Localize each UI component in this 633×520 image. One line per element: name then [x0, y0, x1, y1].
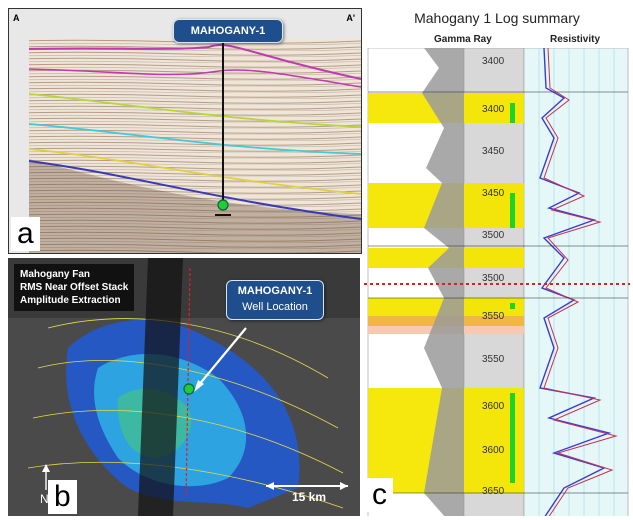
scale-bar-label: 15 km: [292, 490, 327, 504]
depth-label: 3550: [482, 354, 505, 365]
seismic-section-panel: A A' MAHOGANY-1 a: [8, 8, 362, 254]
depth-label: 3600: [482, 445, 505, 456]
depth-label: 3400: [482, 104, 505, 115]
well-callout-line2: Well Location: [242, 301, 308, 313]
north-arrow-label: N: [40, 492, 49, 506]
panel-letter-b: b: [48, 480, 77, 514]
depth-label: 3450: [482, 146, 505, 157]
depth-label: 3650: [482, 486, 505, 497]
well-marker-b: [183, 383, 195, 395]
well-marker-a: [217, 199, 229, 211]
well-callout-line1: MAHOGANY-1: [237, 285, 313, 297]
amplitude-map-panel: Mahogany Fan RMS Near Offset Stack Ampli…: [8, 258, 360, 516]
depth-label: 3450: [482, 188, 505, 199]
map-title-box: Mahogany Fan RMS Near Offset Stack Ampli…: [14, 264, 135, 311]
map-title-line: RMS Near Offset Stack: [20, 282, 129, 293]
depth-label: 3400: [482, 56, 505, 67]
log-tracks-image: [364, 48, 630, 516]
gamma-ray-track-label: Gamma Ray: [434, 34, 492, 45]
panel-letter-c: c: [366, 478, 393, 512]
map-title-line: Mahogany Fan: [20, 269, 91, 280]
section-end-label: A': [346, 13, 355, 23]
depth-label: 3500: [482, 273, 505, 284]
log-summary-title: Mahogany 1 Log summary: [414, 10, 580, 26]
resistivity-track-label: Resistivity: [550, 34, 601, 45]
map-title-line: Amplitude Extraction: [20, 295, 121, 306]
well-callout-b: MAHOGANY-1 Well Location: [226, 280, 324, 320]
seismic-section-image: [9, 9, 361, 253]
well-callout-a: MAHOGANY-1: [173, 19, 283, 43]
depth-label: 3550: [482, 311, 505, 322]
depth-label: 3600: [482, 401, 505, 412]
log-summary-panel: Mahogany 1 Log summary Gamma Ray Resisti…: [364, 8, 630, 516]
depth-label: 3500: [482, 230, 505, 241]
panel-letter-a: a: [11, 217, 40, 251]
section-start-label: A: [13, 13, 20, 23]
